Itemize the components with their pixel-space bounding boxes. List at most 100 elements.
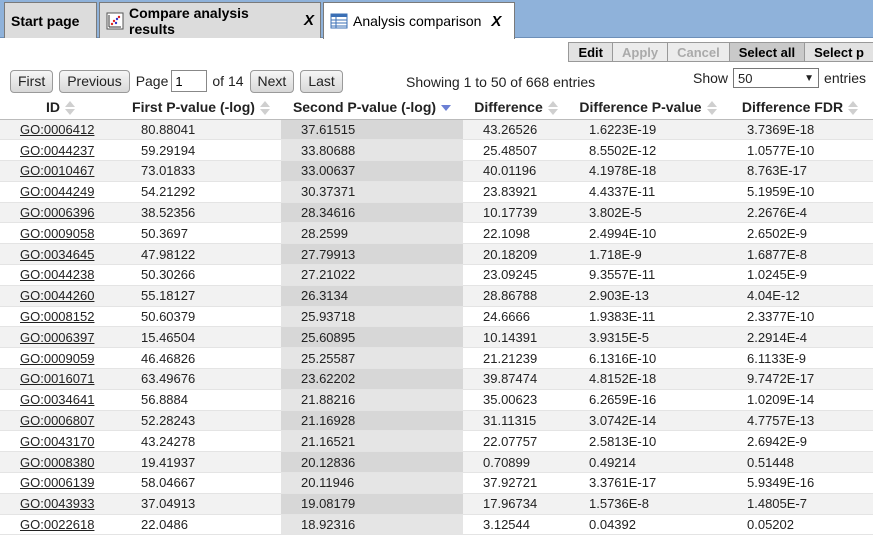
- next-page-button[interactable]: Next: [249, 69, 295, 93]
- go-term-link[interactable]: GO:0008152: [20, 309, 95, 325]
- go-term-link[interactable]: GO:0006139: [20, 475, 95, 491]
- difference-p-value-cell: 1.9383E-11: [569, 306, 727, 328]
- difference-cell: 10.17739: [463, 202, 569, 224]
- close-icon[interactable]: X: [491, 12, 502, 30]
- tab-start-page[interactable]: Start page: [4, 2, 97, 38]
- edit-button[interactable]: Edit: [568, 42, 612, 62]
- difference-p-value-cell: 3.9315E-5: [569, 326, 727, 349]
- column-header-difference[interactable]: Difference: [463, 95, 569, 120]
- go-term-link[interactable]: GO:0043933: [20, 496, 95, 512]
- id-cell: GO:0044249: [0, 181, 121, 203]
- second-p-value-cell: 30.37371: [281, 181, 463, 203]
- difference-cell: 0.70899: [463, 451, 569, 474]
- go-term-link[interactable]: GO:0006397: [20, 329, 95, 345]
- go-term-link[interactable]: GO:0009059: [20, 350, 95, 366]
- go-term-link[interactable]: GO:0006807: [20, 413, 95, 429]
- id-cell: GO:0009059: [0, 347, 121, 370]
- apply-button[interactable]: Apply: [612, 42, 668, 62]
- sort-icon: [547, 100, 558, 115]
- first-page-button[interactable]: First: [10, 69, 54, 93]
- page-size-value: 50: [738, 70, 753, 86]
- go-term-link[interactable]: GO:0034641: [20, 392, 95, 408]
- difference-cell: 22.1098: [463, 222, 569, 245]
- first-p-value-cell: 63.49676: [121, 368, 281, 390]
- first-p-value-cell: 50.30266: [121, 264, 281, 286]
- second-p-value-cell: 21.16521: [281, 430, 463, 453]
- first-p-value-cell: 37.04913: [121, 493, 281, 515]
- go-term-link[interactable]: GO:0008380: [20, 454, 95, 470]
- table-row: GO:0009058 50.3697 28.2599 22.1098 2.4994E-1…: [0, 222, 873, 245]
- go-term-link[interactable]: GO:0043170: [20, 433, 95, 449]
- second-p-value-cell: 25.93718: [281, 306, 463, 328]
- difference-cell: 23.09245: [463, 264, 569, 286]
- id-cell: GO:0009058: [0, 222, 121, 245]
- column-header-difference-p-value[interactable]: Difference P-value: [569, 95, 727, 120]
- tab-analysis-comparison[interactable]: Analysis comparison X: [323, 2, 515, 39]
- go-term-link[interactable]: GO:0006412: [20, 121, 95, 137]
- id-cell: GO:0044237: [0, 139, 121, 162]
- go-term-link[interactable]: GO:0006396: [20, 205, 95, 221]
- first-p-value-cell: 80.88041: [121, 119, 281, 141]
- column-header-difference-fdr[interactable]: Difference FDR: [727, 95, 873, 120]
- difference-cell: 35.00623: [463, 389, 569, 411]
- column-header-label: ID: [46, 98, 60, 115]
- difference-p-value-cell: 1.5736E-8: [569, 493, 727, 515]
- difference-p-value-cell: 0.49214: [569, 451, 727, 474]
- go-term-link[interactable]: GO:0034645: [20, 246, 95, 262]
- difference-p-value-cell: 4.8152E-18: [569, 368, 727, 390]
- select-all-button[interactable]: Select all: [728, 42, 805, 62]
- go-term-link[interactable]: GO:0044237: [20, 142, 95, 158]
- tab-label: Compare analysis results: [129, 4, 249, 37]
- go-term-link[interactable]: GO:0022618: [20, 517, 95, 533]
- difference-p-value-cell: 3.3761E-17: [569, 472, 727, 494]
- difference-fdr-cell: 1.4805E-7: [727, 493, 873, 515]
- second-p-value-cell: 25.25587: [281, 347, 463, 370]
- previous-page-button[interactable]: Previous: [59, 69, 130, 93]
- column-header-second-p-value[interactable]: Second P-value (-log): [281, 95, 463, 120]
- difference-cell: 28.86788: [463, 285, 569, 307]
- id-cell: GO:0044238: [0, 264, 121, 286]
- second-p-value-cell: 20.12836: [281, 451, 463, 474]
- difference-fdr-cell: 2.2676E-4: [727, 202, 873, 224]
- select-p-button[interactable]: Select p: [804, 42, 873, 62]
- second-p-value-cell: 23.62202: [281, 368, 463, 390]
- id-cell: GO:0006397: [0, 326, 121, 349]
- page-size-select[interactable]: 50 ▼: [733, 68, 820, 88]
- table-row: GO:0008380 19.41937 20.12836 0.70899 0.49214…: [0, 451, 873, 474]
- column-header-id[interactable]: ID: [0, 95, 121, 120]
- go-term-link[interactable]: GO:0044249: [20, 184, 95, 200]
- close-icon[interactable]: X: [303, 12, 314, 29]
- difference-p-value-cell: 1.718E-9: [569, 243, 727, 266]
- results-table: ID First P-value (-log) Second P-value (-l…: [0, 95, 873, 536]
- table-row: GO:0006397 15.46504 25.60895 10.14391 3.9315…: [0, 326, 873, 349]
- first-p-value-cell: 15.46504: [121, 326, 281, 349]
- difference-p-value-cell: 3.0742E-14: [569, 410, 727, 432]
- go-term-link[interactable]: GO:0044238: [20, 267, 95, 283]
- sort-icon: [706, 100, 717, 115]
- second-p-value-cell: 33.00637: [281, 160, 463, 182]
- go-term-link[interactable]: GO:0016071: [20, 371, 95, 387]
- sort-descending-icon: [441, 101, 452, 115]
- pagination: First Previous Page of 14 Next Last: [10, 69, 349, 93]
- go-term-link[interactable]: GO:0009058: [20, 225, 95, 241]
- difference-cell: 39.87474: [463, 368, 569, 390]
- show-label: Show: [693, 70, 729, 86]
- last-page-button[interactable]: Last: [300, 69, 343, 93]
- cancel-button[interactable]: Cancel: [667, 42, 729, 62]
- tab-label: Analysis comparison: [353, 13, 482, 29]
- difference-fdr-cell: 0.51448: [727, 451, 873, 474]
- id-cell: GO:0043933: [0, 493, 121, 515]
- go-term-link[interactable]: GO:0044260: [20, 288, 95, 304]
- first-p-value-cell: 56.8884: [121, 389, 281, 411]
- page-size-control: Show 50 ▼ entries: [693, 68, 866, 88]
- column-header-first-p-value[interactable]: First P-value (-log): [121, 95, 281, 120]
- id-cell: GO:0016071: [0, 368, 121, 390]
- tab-compare-analysis-results[interactable]: Compare analysis results X: [99, 2, 321, 38]
- first-p-value-cell: 59.29194: [121, 139, 281, 162]
- page-number-input[interactable]: [171, 70, 208, 92]
- difference-cell: 43.26526: [463, 119, 569, 141]
- column-header-label: Difference P-value: [579, 98, 702, 115]
- id-cell: GO:0043170: [0, 430, 121, 453]
- difference-cell: 23.83921: [463, 181, 569, 203]
- go-term-link[interactable]: GO:0010467: [20, 163, 95, 179]
